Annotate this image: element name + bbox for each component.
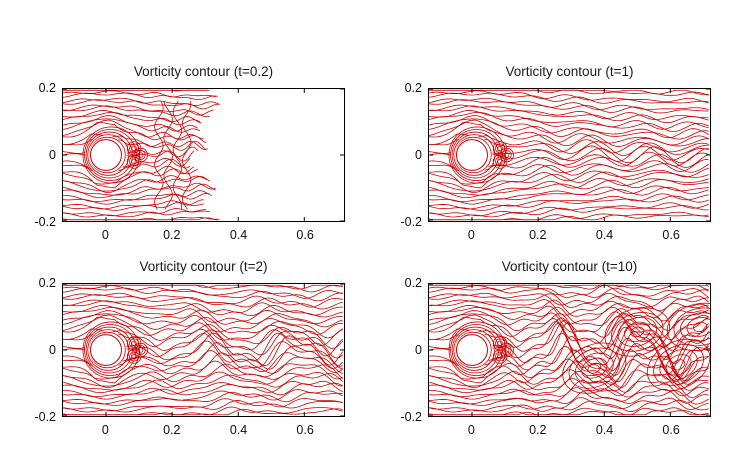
- x-tick-label: 0.6: [296, 228, 314, 242]
- y-tick-label: 0: [415, 148, 422, 162]
- y-tick-label: 0.2: [38, 81, 56, 95]
- subplot-t1: Vorticity contour (t=1) 0.2 0 -0.2 0 0.2…: [400, 64, 711, 242]
- x-tick-label: 0.4: [595, 228, 614, 242]
- plot-area: [62, 88, 345, 222]
- x-tick-label: 0.2: [163, 228, 181, 242]
- x-tick-label: 0.6: [662, 423, 680, 437]
- x-tick-label: 0: [101, 423, 109, 437]
- y-tick-label: 0.2: [404, 81, 422, 95]
- contour-plot: [63, 284, 344, 416]
- y-tick-label: 0: [415, 343, 422, 357]
- x-tick-label: 0: [467, 228, 475, 242]
- plot-title: Vorticity contour (t=10): [501, 259, 638, 274]
- x-tick-label: 0.6: [662, 228, 680, 242]
- x-tick-label: 0.2: [529, 423, 547, 437]
- x-tick-label: 0.2: [529, 228, 547, 242]
- subplot-t10: Vorticity contour (t=10) 0.2 0 -0.2 0 0.…: [400, 259, 711, 437]
- x-tick-label: 0.4: [595, 423, 614, 437]
- x-tick-label: 0: [101, 228, 109, 242]
- x-tick-label: 0: [467, 423, 475, 437]
- contour-plot: [63, 89, 344, 221]
- subplot-t0p2: Vorticity contour (t=0.2) 0.2 0 -0.2 0 0…: [34, 64, 345, 242]
- y-tick-label: -0.2: [400, 410, 422, 424]
- plot-area: [428, 88, 711, 222]
- y-tick-label: 0: [49, 148, 56, 162]
- plot-title: Vorticity contour (t=1): [505, 64, 634, 79]
- x-tick-label: 0.6: [296, 423, 314, 437]
- x-tick-label: 0.4: [229, 228, 248, 242]
- contour-plot: [429, 284, 710, 416]
- x-tick-label: 0.4: [229, 423, 248, 437]
- y-tick-label: -0.2: [34, 410, 56, 424]
- subplot-t2: Vorticity contour (t=2) 0.2 0 -0.2 0 0.2…: [34, 259, 345, 437]
- y-tick-label: 0: [49, 343, 56, 357]
- plot-area: [428, 283, 711, 417]
- x-tick-label: 0.2: [163, 423, 181, 437]
- plot-area: [62, 283, 345, 417]
- plot-title: Vorticity contour (t=2): [139, 259, 268, 274]
- plot-title: Vorticity contour (t=0.2): [133, 64, 274, 79]
- y-tick-label: 0.2: [38, 276, 56, 290]
- y-tick-label: 0.2: [404, 276, 422, 290]
- y-tick-label: -0.2: [34, 215, 56, 229]
- contour-plot: [429, 89, 710, 221]
- y-tick-label: -0.2: [400, 215, 422, 229]
